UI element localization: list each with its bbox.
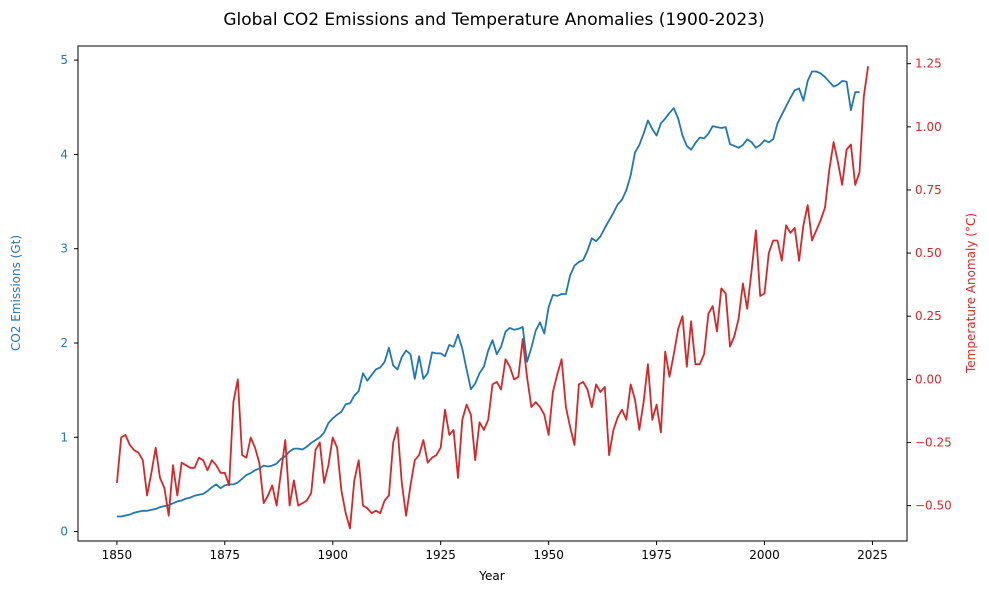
series-lines — [116, 66, 869, 530]
left-y-tick-label: 3 — [60, 242, 68, 256]
x-axis-label: Year — [478, 569, 504, 583]
right-y-axis-label: Temperature Anomaly (°C) — [964, 213, 978, 374]
x-tick-label: 1925 — [425, 548, 456, 562]
x-tick-label: 2025 — [857, 548, 888, 562]
right-y-tick-label: 0.25 — [915, 309, 942, 323]
right-y-axis: −0.50 −0.25 0.00 0.25 0.50 0.75 1.00 1.25 — [907, 57, 952, 513]
left-y-axis: 0 1 2 3 4 5 — [60, 53, 78, 539]
co2-emissions-line — [116, 70, 860, 518]
x-tick-label: 2000 — [749, 548, 780, 562]
x-tick-label: 1850 — [102, 548, 133, 562]
x-tick-label: 1900 — [317, 548, 348, 562]
right-y-tick-label: 1.00 — [915, 120, 942, 134]
left-y-tick-label: 2 — [60, 336, 68, 350]
right-y-tick-label: 0.75 — [915, 183, 942, 197]
x-tick-label: 1975 — [641, 548, 672, 562]
x-axis: 1850 1875 1900 1925 1950 1975 2000 2025 — [102, 541, 888, 562]
temperature-anomaly-line — [116, 66, 869, 530]
right-y-tick-label: −0.25 — [915, 436, 952, 450]
right-y-tick-label: −0.50 — [915, 499, 952, 513]
x-tick-label: 1950 — [533, 548, 564, 562]
right-y-tick-label: 0.50 — [915, 246, 942, 260]
left-y-axis-label: CO2 Emissions (Gt) — [9, 235, 23, 351]
x-tick-label: 1875 — [210, 548, 241, 562]
left-y-tick-label: 0 — [60, 525, 68, 539]
right-y-tick-label: 0.00 — [915, 372, 942, 386]
plot-frame — [77, 45, 908, 542]
right-y-tick-label: 1.25 — [915, 57, 942, 71]
left-y-tick-label: 4 — [60, 147, 68, 161]
left-y-tick-label: 1 — [60, 430, 68, 444]
left-y-tick-label: 5 — [60, 53, 68, 67]
chart-title: Global CO2 Emissions and Temperature Ano… — [223, 10, 764, 30]
